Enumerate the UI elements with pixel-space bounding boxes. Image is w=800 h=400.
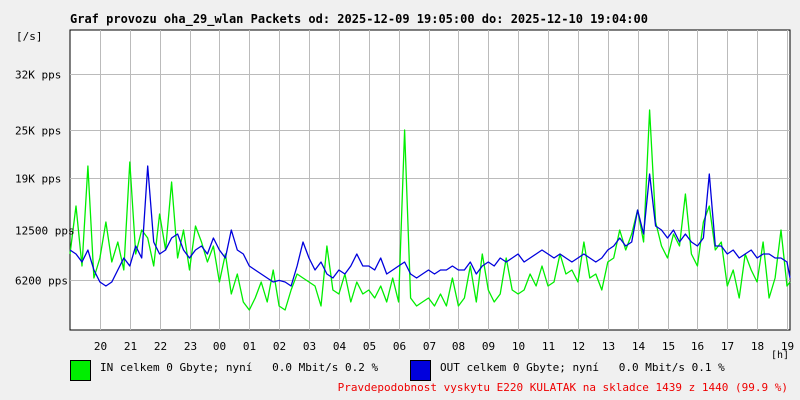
- x-tick-label: 22: [154, 340, 167, 353]
- legend-out-label: OUT celkem 0 Gbyte; nyní 0.0 Mbit/s 0.1 …: [440, 361, 725, 374]
- x-tick-label: 12: [572, 340, 585, 353]
- x-tick-label: 13: [602, 340, 615, 353]
- x-tick-label: 18: [751, 340, 764, 353]
- x-tick-label: 06: [393, 340, 406, 353]
- y-tick-label: 25K pps: [15, 125, 61, 138]
- x-tick-label: 20: [94, 340, 107, 353]
- y-tick-label: 12500 pps: [15, 225, 75, 238]
- x-tick-label: 01: [243, 340, 256, 353]
- chart-title: Graf provozu oha_29_wlan Packets od: 202…: [70, 12, 648, 26]
- x-axis-unit: [h]: [771, 350, 790, 361]
- footer-note: Pravdepodobnost vyskytu E220 KULATAK na …: [337, 381, 788, 394]
- x-tick-label: 10: [512, 340, 525, 353]
- x-tick-label: 03: [303, 340, 316, 353]
- x-tick-label: 07: [423, 340, 436, 353]
- x-tick-label: 00: [213, 340, 226, 353]
- tick-label-layer: 6200 pps 12500 pps 19K pps 25K pps 32K pps 20…: [15, 69, 794, 354]
- x-tick-label: 02: [273, 340, 286, 353]
- legend-in-label: IN celkem 0 Gbyte; nyní 0.0 Mbit/s 0.2 %: [100, 361, 379, 374]
- x-tick-label: 15: [662, 340, 675, 353]
- x-tick-label: 17: [721, 340, 734, 353]
- x-tick-label: 05: [363, 340, 376, 353]
- series-line-out: [69, 165, 791, 287]
- legend-out-swatch: [410, 360, 431, 381]
- x-tick-label: 23: [184, 340, 197, 353]
- y-tick-label: 19K pps: [15, 173, 61, 186]
- y-tick-label: 32K pps: [15, 69, 61, 82]
- series-layer: [69, 109, 791, 311]
- x-tick-label: 08: [452, 340, 465, 353]
- x-tick-label: 14: [632, 340, 646, 353]
- x-tick-label: 04: [333, 340, 347, 353]
- legend-in-swatch: [70, 360, 91, 381]
- y-tick-label: 6200 pps: [15, 275, 68, 288]
- x-tick-label: 19: [781, 340, 794, 353]
- series-line-in: [69, 109, 791, 311]
- x-tick-label: 11: [542, 340, 555, 353]
- y-axis-unit: [/s]: [16, 30, 43, 43]
- x-tick-label: 21: [124, 340, 137, 353]
- x-tick-label: 16: [691, 340, 704, 353]
- x-tick-label: 09: [482, 340, 495, 353]
